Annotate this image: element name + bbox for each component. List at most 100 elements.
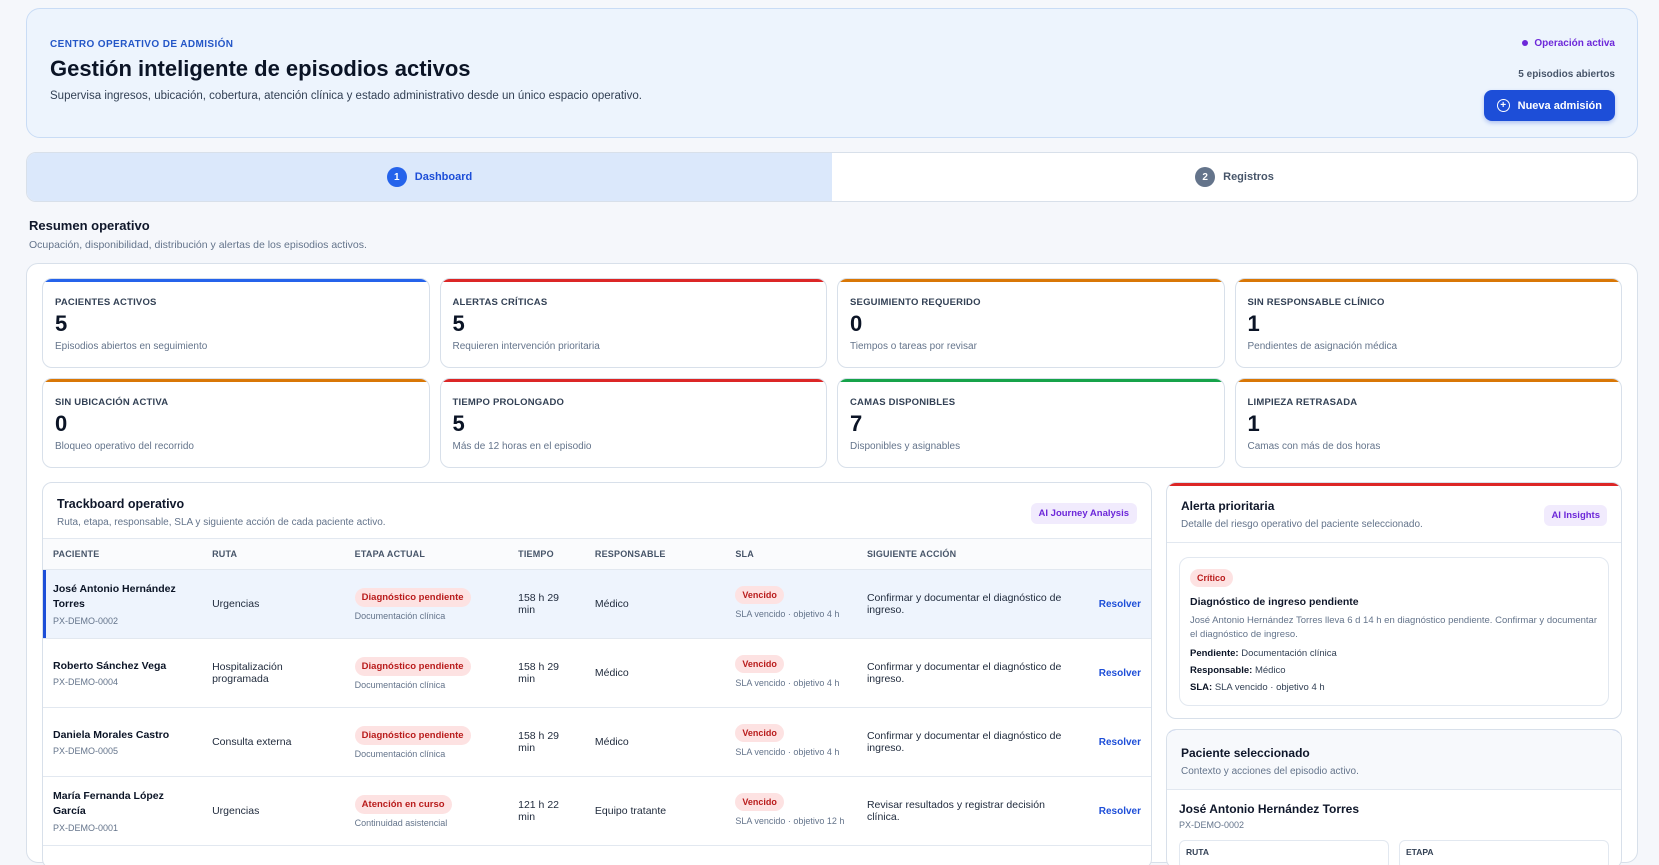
trackboard-card: Trackboard operativo Ruta, etapa, respon… [42,482,1152,865]
new-admission-button[interactable]: + Nueva admisión [1483,90,1615,121]
table-row[interactable]: Daniela Morales Castro PX-DEMO-0005 Consu… [43,707,1151,777]
column-header[interactable]: RUTA [202,538,345,570]
table-row[interactable]: Roberto Sánchez Vega PX-DEMO-0004 Hospita… [43,638,1151,708]
time-cell: 158 h 29 min [508,707,585,777]
kpi-description: Más de 12 horas en el episodio [452,441,592,452]
resolve-link[interactable]: Resolver [1082,638,1151,708]
resolve-link[interactable]: Resolver [1082,707,1151,777]
patient-card-header: Paciente seleccionado Contexto y accione… [1167,729,1621,790]
time-cell: 158 h 29 min [508,638,585,708]
stage-detail: Documentación clínica [354,610,446,621]
kpi-label: CAMAS DISPONIBLES [850,397,956,408]
route-field: RUTA [1179,839,1389,865]
table-row[interactable]: José Antonio Hernández Torres PX-DEMO-000… [43,569,1151,639]
kpi-description: Pendientes de asignación médica [1247,341,1398,352]
header-banner: CENTRO OPERATIVO DE ADMISIÓN Gestión int… [26,8,1638,138]
time-cell: 121 h 22 min [508,776,585,846]
tab-number-badge: 2 [1195,167,1216,187]
tab-dashboard[interactable]: 1 Dashboard [27,153,832,201]
kpi-card: ALERTAS CRÍTICAS 5 Requieren intervenció… [439,278,827,368]
alert-detail: Crítico Diagnóstico de ingreso pendiente… [1179,557,1609,706]
tab-registros[interactable]: 2 Registros [832,153,1637,201]
patient-fields: RUTA ETAPA [1167,830,1621,865]
column-header[interactable]: SLA [725,538,857,570]
stage-badge: Atención en curso [354,794,452,814]
owner-label: Responsable: [1190,664,1253,676]
new-admission-label: Nueva admisión [1517,99,1602,112]
kpi-label: ALERTAS CRÍTICAS [452,297,548,308]
route-cell: Urgencias [202,776,345,846]
alert-sla: SLA: SLA vencido · objetivo 4 h [1190,682,1598,693]
operation-status-label: Operación activa [1534,37,1615,49]
kpi-description: Episodios abiertos en seguimiento [55,341,208,352]
alert-pending: Pendiente: Documentación clínica [1190,648,1598,659]
kpi-description: Disponibles y asignables [850,441,961,452]
kpi-label: SIN UBICACIÓN ACTIVA [55,397,169,408]
owner-cell: Médico [584,707,726,777]
column-header[interactable]: PACIENTE [43,538,203,570]
kpi-description: Camas con más de dos horas [1247,441,1381,452]
patient-id: PX-DEMO-0005 [53,746,119,757]
owner-cell: Médico [584,638,726,708]
owner-value: Médico [1254,664,1286,676]
time-cell: 158 h 29 min [508,569,585,639]
kpi-description: Tiempos o tareas por revisar [850,341,977,352]
kpi-label: PACIENTES ACTIVOS [55,297,157,308]
kpi-label: SEGUIMIENTO REQUERIDO [850,297,981,308]
kpi-card: LIMPIEZA RETRASADA 1 Camas con más de do… [1234,378,1622,468]
table-header-row: PACIENTE RUTA ETAPA ACTUAL TIEMPO RESPON… [43,538,1151,570]
patient-name: Roberto Sánchez Vega [53,659,167,672]
next-action-cell: Revisar resultados y registrar decisión … [856,776,1083,846]
next-action-cell: Confirmar y documentar el diagnóstico de… [856,638,1083,708]
owner-cell: Médico [584,569,726,639]
owner-cell: Equipo tratante [584,776,726,846]
column-header[interactable]: RESPONSABLE [584,538,726,570]
ai-insights-button[interactable]: AI Insights [1544,505,1607,526]
tab-label: Registros [1223,171,1274,183]
kpi-value: 5 [55,311,68,336]
tab-number-badge: 1 [386,167,407,187]
header-eyebrow: CENTRO OPERATIVO DE ADMISIÓN [50,39,234,50]
patient-card-title: Paciente seleccionado [1181,745,1310,760]
sla-detail: SLA vencido · objetivo 4 h [735,747,840,758]
stage-badge: Diagnóstico pendiente [354,656,471,676]
table-row[interactable]: María Fernanda López García PX-DEMO-0001 … [43,776,1151,846]
alert-card-subtitle: Detalle del riesgo operativo del pacient… [1181,519,1423,530]
stage-detail: Documentación clínica [354,679,446,690]
trackboard-table: PACIENTE RUTA ETAPA ACTUAL TIEMPO RESPON… [43,538,1151,846]
stage-detail: Documentación clínica [354,748,446,759]
patient-name: Daniela Morales Castro [53,728,170,741]
kpi-value: 5 [452,311,465,336]
kpi-card: CAMAS DISPONIBLES 7 Disponibles y asigna… [837,378,1225,468]
column-header[interactable]: ETAPA ACTUAL [344,538,509,570]
pending-value: Documentación clínica [1241,647,1337,659]
side-column: Alerta prioritaria Detalle del riesgo op… [1166,482,1622,865]
column-header[interactable]: TIEMPO [508,538,585,570]
sla-badge: Vencido [735,586,784,605]
main-tabs: 1 Dashboard 2 Registros [26,152,1638,202]
alert-owner: Responsable: Médico [1190,665,1598,676]
critical-badge: Crítico [1190,569,1233,587]
selected-patient-card: Paciente seleccionado Contexto y accione… [1166,728,1622,865]
column-header [1082,538,1151,570]
tab-label: Dashboard [414,171,473,183]
kpi-grid: PACIENTES ACTIVOS 5 Episodios abiertos e… [42,278,1622,468]
ai-journey-analysis-button[interactable]: AI Journey Analysis [1030,503,1137,524]
stage-badge: Diagnóstico pendiente [354,587,471,607]
kpi-card: SIN RESPONSABLE CLÍNICO 1 Pendientes de … [1234,278,1622,368]
patient-name: José Antonio Hernández Torres [53,583,176,610]
patient-id: PX-DEMO-0001 [53,822,119,833]
alert-card-title: Alerta prioritaria [1181,499,1275,513]
kpi-value: 1 [1247,311,1260,336]
resolve-link[interactable]: Resolver [1082,569,1151,639]
open-episodes-count: 5 episodios abiertos [1518,69,1615,80]
kpi-value: 1 [1247,411,1260,436]
kpi-description: Requieren intervención prioritaria [452,341,600,352]
kpi-card: PACIENTES ACTIVOS 5 Episodios abiertos e… [42,278,430,368]
section-subtitle: Ocupación, disponibilidad, distribución … [29,239,367,251]
section-title: Resumen operativo [29,218,150,233]
sla-label: SLA: [1190,681,1213,693]
resolve-link[interactable]: Resolver [1082,776,1151,846]
kpi-value: 5 [452,411,465,436]
column-header[interactable]: SIGUIENTE ACCIÓN [856,538,1083,570]
